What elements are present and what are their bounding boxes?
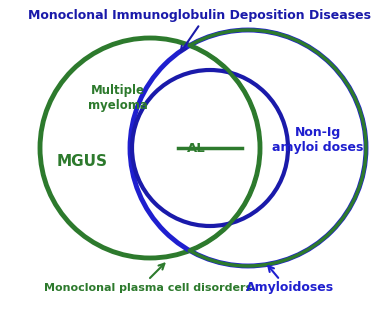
- Text: Amyloidoses: Amyloidoses: [246, 281, 334, 294]
- Text: Monoclonal Immunoglobulin Deposition Diseases: Monoclonal Immunoglobulin Deposition Dis…: [28, 10, 372, 23]
- Text: AL: AL: [187, 141, 205, 154]
- Text: Monoclonal plasma cell disorders: Monoclonal plasma cell disorders: [44, 283, 252, 293]
- Text: Non-Ig
amyloi doses: Non-Ig amyloi doses: [272, 126, 364, 154]
- Text: Multiple
myeloma: Multiple myeloma: [88, 84, 148, 112]
- Text: MGUS: MGUS: [57, 154, 108, 170]
